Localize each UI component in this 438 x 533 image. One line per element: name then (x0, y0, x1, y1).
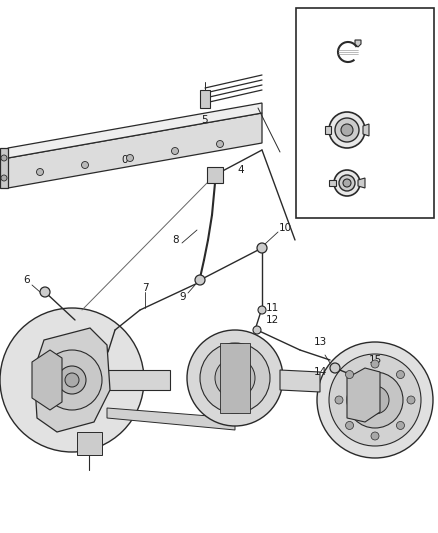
Circle shape (317, 342, 433, 458)
Circle shape (346, 422, 353, 430)
Circle shape (329, 112, 365, 148)
Circle shape (215, 358, 255, 398)
Text: 0: 0 (122, 155, 128, 165)
Text: 1: 1 (337, 77, 343, 87)
Text: 13: 13 (313, 337, 327, 347)
Polygon shape (355, 40, 361, 47)
Circle shape (329, 354, 421, 446)
Circle shape (0, 308, 144, 452)
Circle shape (127, 155, 134, 161)
Circle shape (187, 330, 283, 426)
Text: 10: 10 (279, 223, 292, 233)
Circle shape (330, 363, 340, 373)
Circle shape (396, 422, 404, 430)
Circle shape (371, 360, 379, 368)
Polygon shape (329, 180, 336, 186)
Polygon shape (77, 432, 102, 455)
Circle shape (58, 366, 86, 394)
Polygon shape (207, 167, 223, 183)
Text: 2: 2 (336, 153, 343, 163)
Text: 7: 7 (141, 283, 148, 293)
Circle shape (258, 306, 266, 314)
Polygon shape (8, 113, 262, 188)
Circle shape (339, 175, 355, 191)
Circle shape (40, 287, 50, 297)
Circle shape (42, 350, 102, 410)
Circle shape (81, 161, 88, 168)
Circle shape (396, 370, 404, 378)
Circle shape (341, 124, 353, 136)
Text: 3: 3 (336, 200, 343, 210)
Polygon shape (8, 103, 262, 158)
Circle shape (335, 118, 359, 142)
Text: 9: 9 (180, 292, 186, 302)
Bar (296, 8, 434, 218)
Circle shape (346, 370, 353, 378)
Polygon shape (325, 126, 331, 134)
Circle shape (172, 148, 179, 155)
Text: 4: 4 (238, 165, 244, 175)
Circle shape (334, 170, 360, 196)
Polygon shape (200, 90, 210, 108)
Polygon shape (347, 368, 380, 422)
Circle shape (335, 396, 343, 404)
Text: 5: 5 (201, 115, 208, 125)
Polygon shape (107, 408, 235, 430)
Polygon shape (107, 370, 170, 390)
Circle shape (371, 432, 379, 440)
Circle shape (36, 168, 43, 175)
Polygon shape (280, 370, 320, 392)
Polygon shape (220, 343, 250, 413)
Text: 6: 6 (24, 275, 30, 285)
Circle shape (257, 243, 267, 253)
Circle shape (195, 275, 205, 285)
Circle shape (361, 386, 389, 414)
Polygon shape (32, 350, 62, 410)
Circle shape (1, 155, 7, 161)
Text: 11: 11 (265, 303, 279, 313)
Text: 14: 14 (313, 367, 327, 377)
Circle shape (347, 372, 403, 428)
Polygon shape (358, 178, 365, 188)
Polygon shape (0, 148, 8, 188)
Text: 15: 15 (368, 355, 381, 365)
Circle shape (343, 179, 351, 187)
Polygon shape (363, 124, 369, 136)
Circle shape (1, 175, 7, 181)
Circle shape (253, 326, 261, 334)
Circle shape (216, 141, 223, 148)
Circle shape (407, 396, 415, 404)
Text: 8: 8 (173, 235, 179, 245)
Polygon shape (34, 328, 110, 432)
Circle shape (200, 343, 270, 413)
Text: 12: 12 (265, 315, 279, 325)
Circle shape (65, 373, 79, 387)
